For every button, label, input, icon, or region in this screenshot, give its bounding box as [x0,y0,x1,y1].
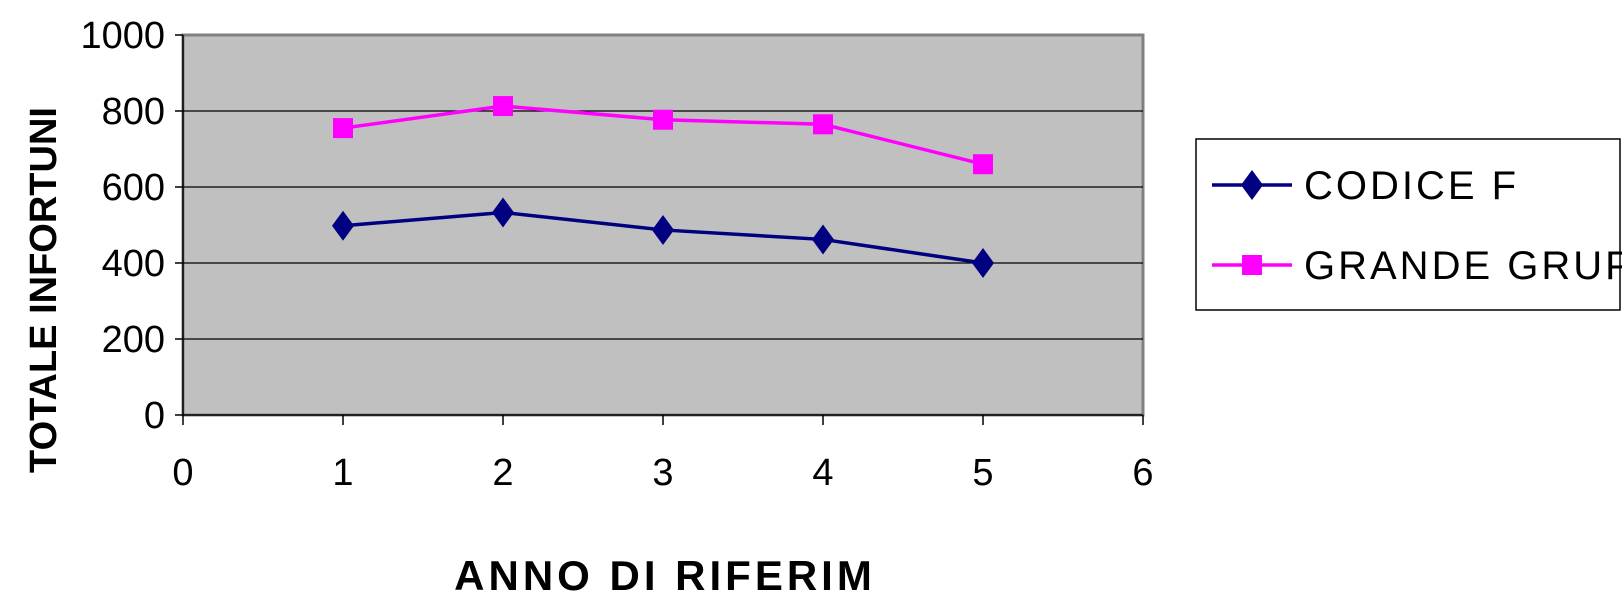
x-tick-label: 5 [972,452,993,494]
legend-box [1195,138,1621,311]
x-tick-label: 6 [1132,452,1153,494]
data-point [492,197,514,228]
data-point [333,118,353,139]
series-2 [333,96,993,175]
data-point [973,154,993,175]
series-1 [332,197,994,278]
data-point [652,214,674,245]
data-point [493,96,513,117]
y-tick-label: 1000 [80,15,165,57]
series-layer [332,96,994,278]
x-tick-label: 3 [652,452,673,494]
data-point [812,224,834,255]
legend-marker [1241,170,1263,200]
y-axis-ticks: 0 200 400 600 800 1000 [80,15,183,437]
legend-item: CODICE F [1212,164,1519,208]
y-tick-label: 800 [102,91,165,133]
x-tick-label: 1 [332,452,353,494]
x-axis-title: ANNO DI RIFERIM [454,552,876,599]
y-tick-label: 0 [144,395,165,437]
data-point [332,210,354,241]
legend: CODICE F GRANDE GRUP [1195,138,1622,311]
y-tick-label: 600 [102,167,165,209]
x-tick-label: 0 [172,452,193,494]
x-tick-label: 2 [492,452,513,494]
data-point [972,248,994,278]
x-tick-label: 4 [812,452,833,494]
y-axis-title: TOTALE INFORTUNI [23,107,65,473]
legend-items: CODICE F GRANDE GRUP [1212,164,1622,288]
data-point [653,109,673,130]
x-axis-ticks: 0 1 2 3 4 5 6 [172,415,1154,494]
legend-label: GRANDE GRUP [1304,244,1622,288]
y-tick-label: 400 [102,243,165,285]
data-point [813,114,833,135]
y-tick-label: 200 [102,319,165,361]
legend-marker [1242,255,1262,275]
legend-label: CODICE F [1304,164,1519,208]
legend-item: GRANDE GRUP [1212,244,1622,288]
